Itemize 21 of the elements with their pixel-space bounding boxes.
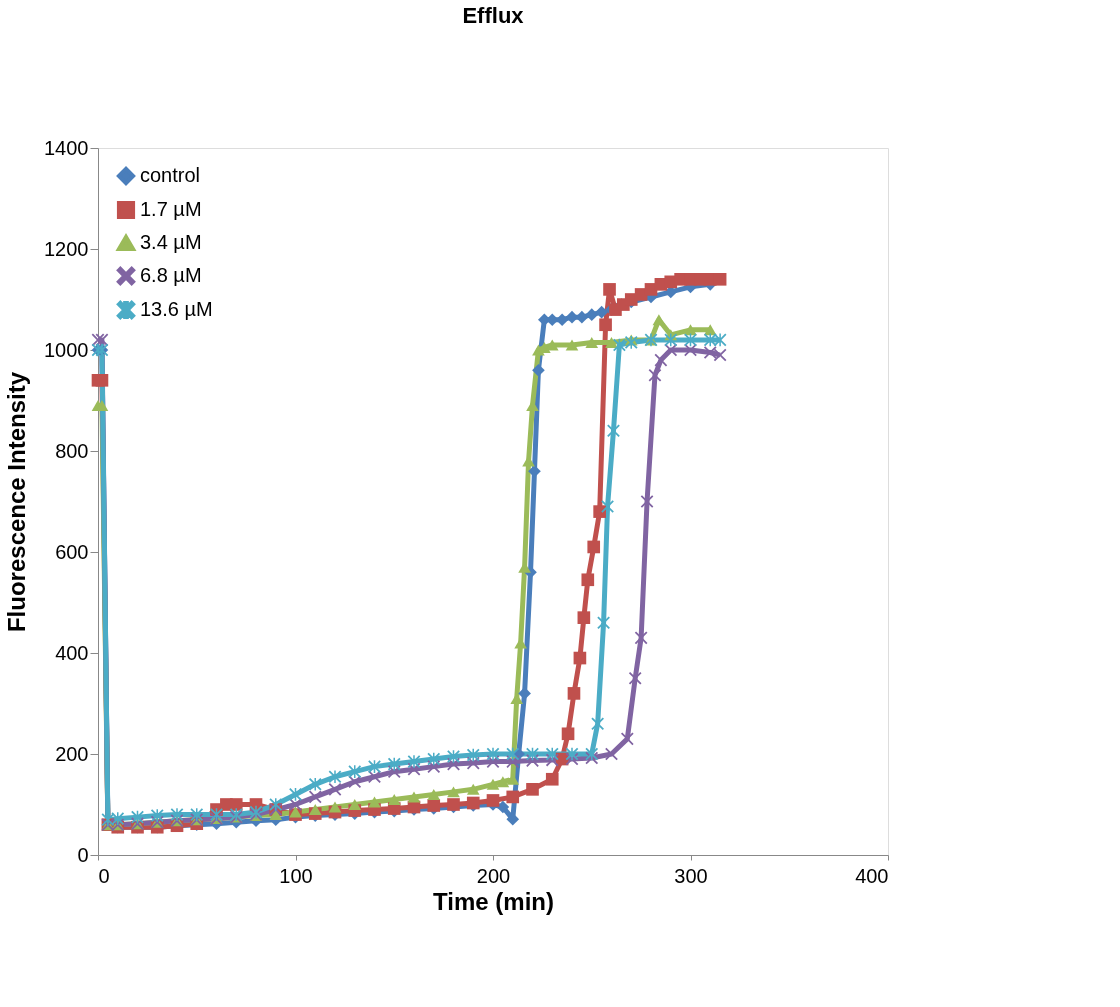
y-tick-label: 1000 bbox=[44, 338, 89, 361]
x-tick-label: 300 bbox=[674, 864, 708, 887]
y-tick-label: 600 bbox=[55, 540, 89, 563]
legend-label: 6.8 µM bbox=[140, 264, 202, 286]
legend-label: 13.6 µM bbox=[140, 298, 213, 320]
y-tick-label: 1200 bbox=[44, 237, 89, 260]
chart-title: Efflux bbox=[462, 3, 525, 28]
y-tick-label: 200 bbox=[55, 742, 89, 765]
y-axis-title: Fluorescence Intensity bbox=[3, 371, 31, 633]
y-tick-label: 400 bbox=[55, 641, 89, 664]
x-tick-label: 100 bbox=[279, 864, 313, 887]
y-tick-label: 1400 bbox=[44, 136, 89, 159]
legend-label: control bbox=[140, 164, 201, 186]
y-tick-label: 0 bbox=[77, 843, 89, 866]
x-tick-label: 200 bbox=[476, 864, 511, 887]
legend-label: 3.4 µM bbox=[140, 231, 202, 253]
x-axis-title: Time (min) bbox=[433, 887, 554, 915]
x-tick-label: 400 bbox=[855, 864, 889, 887]
x-tick-label: 0 bbox=[98, 864, 110, 887]
y-tick-label: 800 bbox=[55, 439, 89, 462]
legend-label: 1.7 µM bbox=[140, 198, 202, 220]
